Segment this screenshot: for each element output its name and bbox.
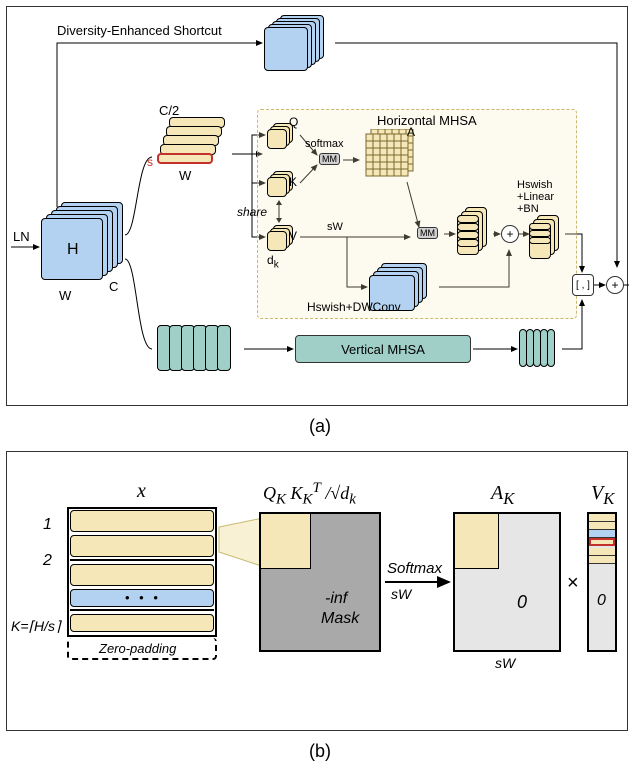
input-C-label: C bbox=[109, 279, 118, 294]
row1-label: 1 bbox=[43, 516, 52, 534]
final-cream-stack bbox=[529, 215, 565, 261]
vertical-mhsa-box: Vertical MHSA bbox=[295, 335, 471, 363]
s-label: s bbox=[147, 155, 153, 169]
hswish-dwconv-label: Hswish+DWConv bbox=[307, 300, 401, 314]
mm-op-1: MM bbox=[319, 153, 340, 165]
plus-op-1: + bbox=[501, 225, 519, 243]
softmax-label: softmax bbox=[305, 138, 344, 150]
input-cube-stack bbox=[41, 202, 129, 290]
c-half-label: C/2 bbox=[159, 103, 179, 118]
hswish-linear-bn-label: Hswish +Linear +BN bbox=[517, 179, 554, 215]
zero2-label: 0 bbox=[597, 592, 606, 610]
AK-label: AK bbox=[491, 482, 514, 509]
top-hbar-stack bbox=[157, 117, 237, 177]
concat-op: [ , ] bbox=[572, 274, 594, 296]
K-eq-label: K=⌈H/s⌉ bbox=[11, 618, 60, 635]
sw-label: sW bbox=[327, 221, 343, 233]
panel-b-caption: (b) bbox=[0, 737, 640, 770]
shortcut-label: Diversity-Enhanced Shortcut bbox=[57, 23, 222, 38]
dots-label: • • • bbox=[125, 590, 161, 605]
panel-b: x 1 2 • • • K=⌈H/s⌉ Zero-padding QK KKT … bbox=[6, 451, 628, 731]
input-W-label: W bbox=[59, 288, 71, 303]
qkk-label: QK KKT /√dk bbox=[263, 480, 356, 509]
sW-bottom-label: sW bbox=[495, 655, 515, 671]
VK-label: VK bbox=[591, 482, 614, 509]
zero-pad-label: Zero-padding bbox=[99, 641, 176, 656]
q-label: Q bbox=[289, 115, 298, 129]
k-label: K bbox=[289, 175, 297, 189]
attention-grid bbox=[361, 129, 413, 181]
minf-label: -inf bbox=[325, 590, 347, 608]
sW-left-label: sW bbox=[391, 586, 411, 602]
dk-label: dk bbox=[267, 253, 279, 270]
shortcut-cube-stack bbox=[262, 15, 332, 71]
plus-op-2: + bbox=[606, 276, 624, 294]
ak-matrix bbox=[453, 512, 561, 652]
zero1-label: 0 bbox=[517, 592, 527, 613]
qkk-matrix bbox=[259, 512, 381, 652]
a-label: A bbox=[407, 125, 415, 139]
row2-label: 2 bbox=[43, 552, 52, 570]
x-label: x bbox=[137, 480, 146, 503]
vk-vector bbox=[587, 512, 617, 652]
panel-a-caption: (a) bbox=[0, 412, 640, 445]
vertical-input-stack bbox=[157, 321, 245, 377]
input-H-label: H bbox=[67, 241, 79, 259]
times-label: × bbox=[567, 572, 579, 595]
share-label: share bbox=[237, 205, 267, 219]
mask-label: Mask bbox=[321, 610, 359, 628]
softmax-arrow-label: Softmax bbox=[387, 560, 442, 577]
horiz-mhsa-title: Horizontal MHSA bbox=[377, 113, 477, 128]
v-label: V bbox=[289, 229, 297, 243]
vertical-output-stack bbox=[519, 325, 563, 373]
mm-op-2: MM bbox=[417, 227, 438, 239]
mm2-out-stack bbox=[457, 207, 493, 259]
panel-a: Diversity-Enhanced Shortcut LN H W C C/2… bbox=[6, 6, 628, 406]
ln-label: LN bbox=[13, 229, 30, 244]
top-W-label: W bbox=[179, 168, 191, 183]
